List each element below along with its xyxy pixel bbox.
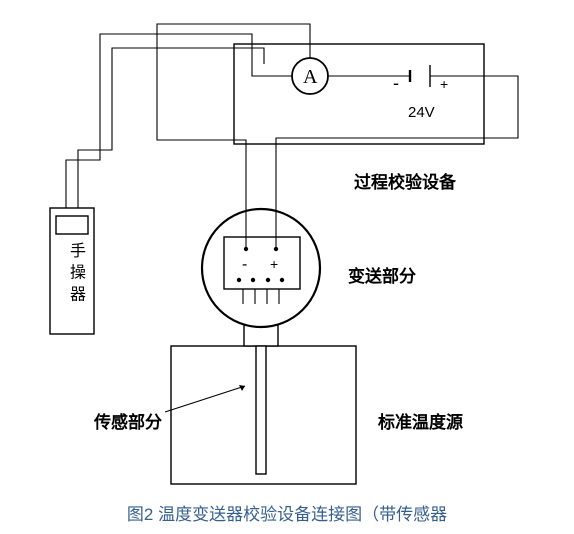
battery-plus: +	[440, 76, 448, 92]
diagram-stage: 手操器 过程校验设备 变送部分 传感部分 标准温度源 A 24V - + - +…	[0, 0, 574, 534]
wire-4	[78, 48, 264, 208]
battery-minus: -	[393, 73, 399, 94]
label-transmitter-part: 变送部分	[348, 262, 416, 287]
figure-caption: 图2 温度变送器校验设备连接图（带传感器	[0, 500, 574, 525]
label-calibration-equipment: 过程校验设备	[354, 168, 456, 193]
calibration-equipment-box	[234, 44, 484, 144]
terminal-plus: +	[270, 256, 278, 272]
label-sensor-part: 传感部分	[94, 408, 162, 433]
wire-3	[66, 34, 292, 208]
wire-1	[276, 76, 518, 249]
probe-body	[256, 346, 266, 474]
terminal-dot-b3	[266, 278, 270, 282]
handheld-screen	[56, 216, 88, 234]
probe-head	[244, 325, 278, 346]
terminal-minus: -	[242, 256, 247, 274]
terminal-dot-b4	[280, 278, 284, 282]
label-handheld: 手操器	[63, 242, 87, 307]
label-24v: 24V	[408, 104, 435, 121]
terminal-dot-b1	[237, 278, 241, 282]
terminal-dot-b2	[251, 278, 255, 282]
transmitter-terminal-box	[224, 237, 300, 289]
label-temp-source: 标准温度源	[378, 408, 463, 433]
ammeter-letter: A	[303, 66, 317, 89]
